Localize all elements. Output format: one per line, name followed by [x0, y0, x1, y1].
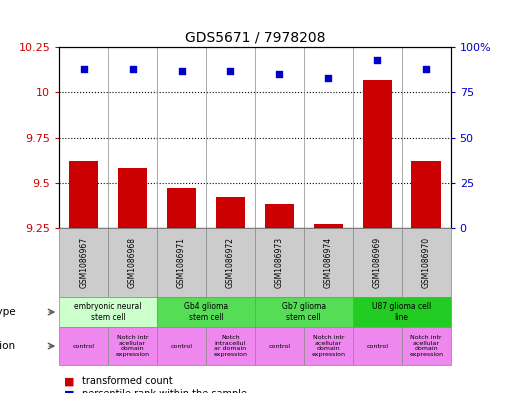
- Text: ■: ■: [64, 389, 75, 393]
- Point: [275, 71, 283, 77]
- Text: U87 glioma cell
line: U87 glioma cell line: [372, 302, 432, 322]
- Bar: [314, 224, 343, 228]
- Text: genotype/variation: genotype/variation: [0, 341, 15, 351]
- Text: GSM1086970: GSM1086970: [422, 237, 431, 288]
- Text: Gb4 glioma
stem cell: Gb4 glioma stem cell: [184, 302, 228, 322]
- Text: GSM1086972: GSM1086972: [226, 237, 235, 288]
- Point: [129, 66, 137, 72]
- Bar: [167, 188, 196, 228]
- Text: Notch
intracellul
ar domain
expression: Notch intracellul ar domain expression: [213, 335, 248, 357]
- Text: control: control: [170, 343, 193, 349]
- Text: GSM1086971: GSM1086971: [177, 237, 186, 288]
- Point: [373, 57, 381, 63]
- Bar: [265, 204, 294, 228]
- Text: control: control: [73, 343, 95, 349]
- Text: Notch intr
acellular
domain
expression: Notch intr acellular domain expression: [115, 335, 150, 357]
- Bar: [363, 80, 392, 228]
- Text: percentile rank within the sample: percentile rank within the sample: [82, 389, 247, 393]
- Text: Notch intr
acellular
domain
expression: Notch intr acellular domain expression: [409, 335, 443, 357]
- Text: GSM1086973: GSM1086973: [275, 237, 284, 288]
- Text: ■: ■: [64, 376, 75, 386]
- Text: GSM1086967: GSM1086967: [79, 237, 88, 288]
- Point: [324, 75, 333, 81]
- Point: [226, 68, 234, 74]
- Title: GDS5671 / 7978208: GDS5671 / 7978208: [185, 31, 325, 44]
- Text: transformed count: transformed count: [82, 376, 173, 386]
- Bar: [216, 197, 245, 228]
- Bar: [411, 161, 441, 228]
- Text: GSM1086968: GSM1086968: [128, 237, 137, 288]
- Point: [177, 68, 185, 74]
- Text: GSM1086969: GSM1086969: [373, 237, 382, 288]
- Text: GSM1086974: GSM1086974: [324, 237, 333, 288]
- Text: control: control: [366, 343, 388, 349]
- Text: Gb7 glioma
stem cell: Gb7 glioma stem cell: [282, 302, 326, 322]
- Text: control: control: [268, 343, 290, 349]
- Point: [79, 66, 88, 72]
- Point: [422, 66, 430, 72]
- Text: embryonic neural
stem cell: embryonic neural stem cell: [74, 302, 142, 322]
- Text: cell type: cell type: [0, 307, 15, 317]
- Bar: [118, 168, 147, 228]
- Bar: [69, 161, 98, 228]
- Text: Notch intr
acellular
domain
expression: Notch intr acellular domain expression: [311, 335, 346, 357]
